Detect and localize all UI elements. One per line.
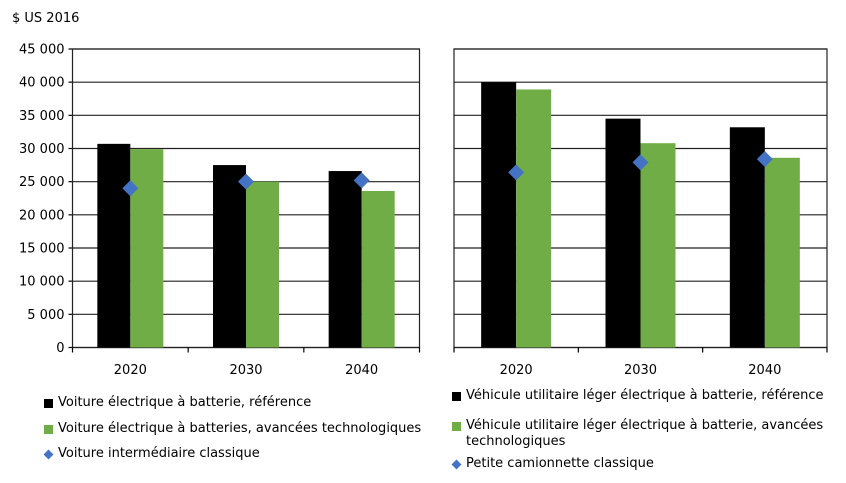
legend-swatch-black xyxy=(44,399,53,408)
y-tick-label: 15 000 xyxy=(19,242,65,257)
bar-reference xyxy=(605,118,641,348)
bar-reference xyxy=(213,165,246,348)
y-axis-label: $ US 2016 xyxy=(12,11,79,26)
diamond-marker xyxy=(122,180,139,197)
diamond-marker xyxy=(756,151,773,168)
diamond-marker xyxy=(632,154,649,171)
bar-advanced xyxy=(246,181,279,348)
legend-label: Petite camionnette classique xyxy=(466,456,654,471)
bar-reference xyxy=(97,143,131,348)
x-tick-label: 2020 xyxy=(500,363,533,378)
y-tick-label: 0 xyxy=(56,341,64,356)
legend-item: Voiture intermédiaire classique xyxy=(43,446,260,462)
chart-panel-2: 2020 2030 2040 xyxy=(453,48,828,378)
legend-item: Voiture électrique à batteries, avancées… xyxy=(44,421,421,437)
y-tick-label: 30 000 xyxy=(19,142,65,157)
x-tick-label: 2030 xyxy=(229,363,262,378)
y-tick-label: 10 000 xyxy=(19,275,65,290)
y-tick-label: 40 000 xyxy=(19,76,65,91)
diamond-marker xyxy=(238,173,254,190)
bar-reference xyxy=(729,127,765,348)
bar-reference xyxy=(328,171,362,348)
y-tick-label: 5 000 xyxy=(27,308,64,323)
bar-advanced xyxy=(764,157,800,348)
y-tick-label: 35 000 xyxy=(19,109,65,124)
bar-reference xyxy=(481,82,517,348)
legend-label: Voiture électrique à batterie, référence xyxy=(58,395,312,410)
x-tick-label: 2030 xyxy=(624,363,657,378)
bar-advanced xyxy=(640,143,676,348)
bar-advanced xyxy=(516,89,552,348)
x-tick-label: 2020 xyxy=(114,363,147,378)
bar-advanced xyxy=(130,149,164,348)
legend-item: Petite camionnette classique xyxy=(451,456,654,472)
legend-item: Véhicule utilitaire léger électrique à b… xyxy=(452,388,823,404)
x-tick-label: 2040 xyxy=(748,363,781,378)
diamond-marker-icon xyxy=(451,459,462,470)
legend-label: Véhicule utilitaire léger électrique à b… xyxy=(466,418,824,449)
legend-label: Voiture intermédiaire classique xyxy=(58,446,260,461)
bar-advanced xyxy=(361,190,395,348)
legend-swatch-black xyxy=(452,392,461,401)
y-tick-label: 25 000 xyxy=(19,175,65,190)
legend-label: Voiture électrique à batteries, avancées… xyxy=(58,421,422,436)
chart-panel-1: 0 5 000 10 000 15 000 20 000 25 000 30 000 35 0… xyxy=(12,11,421,378)
diamond-marker-icon xyxy=(43,449,54,460)
legend-label: Véhicule utilitaire léger électrique à b… xyxy=(466,388,824,403)
legend-swatch-green xyxy=(44,425,53,434)
legend-item: Véhicule utilitaire léger électrique à b… xyxy=(452,418,837,450)
y-tick-label: 20 000 xyxy=(19,208,65,223)
diamond-marker xyxy=(353,172,370,189)
y-tick-label: 45 000 xyxy=(19,43,65,58)
legend-swatch-green xyxy=(452,422,461,431)
legend-item: Voiture électrique à batterie, référence xyxy=(44,395,311,411)
x-tick-label: 2040 xyxy=(345,363,378,378)
diamond-marker xyxy=(508,164,525,181)
